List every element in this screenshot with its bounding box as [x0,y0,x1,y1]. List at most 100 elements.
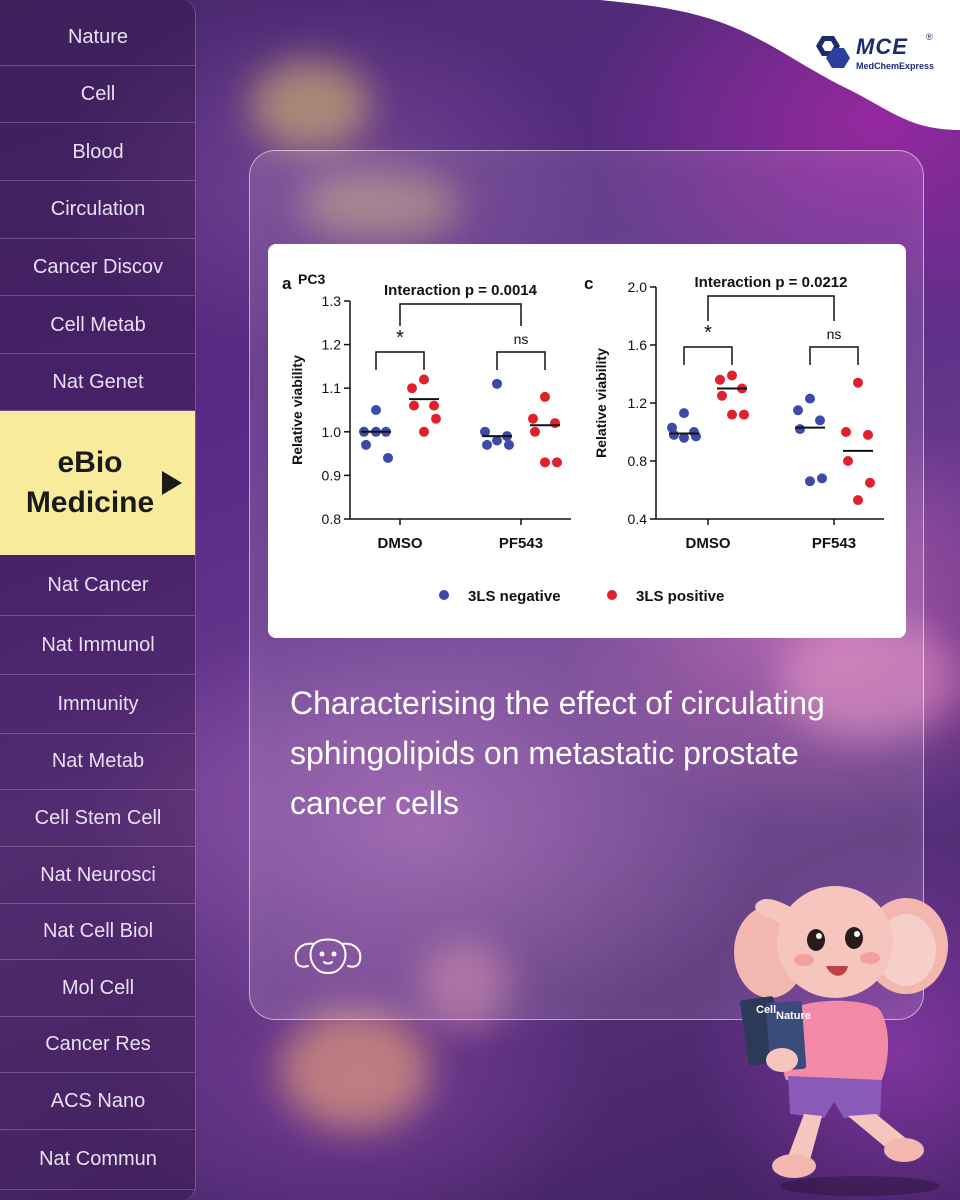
elephant-mascot-illustration [734,886,948,1196]
data-point-positive [843,456,853,466]
data-point-negative [795,424,805,435]
sidebar-item-nat-immunol[interactable]: Nat Immunol [0,617,195,675]
mce-logo: MCE MedChemExpress ® [808,30,938,76]
blurred-glow-pink [420,940,510,1030]
sidebar-item-ebio-medicine[interactable]: eBio Medicine [0,411,195,555]
book-nature-label: Nature [776,1010,811,1022]
significance-bracket [375,351,425,370]
data-point-positive [409,400,419,411]
data-point-positive [407,383,417,394]
triangle-right-icon [162,471,182,495]
sidebar-item-label: Nat Cancer [47,573,149,596]
y-tick-label: 1.3 [322,293,342,309]
data-point-positive [863,429,873,440]
sidebar-item-label: Nat Cell Biol [42,920,154,942]
mce-hexagon-icon [816,36,850,68]
data-point-positive [429,400,439,411]
sidebar-item-circulation[interactable]: Circulation [0,181,195,239]
data-point-positive [530,426,540,437]
data-point-negative [679,408,689,419]
interaction-bracket [399,303,522,326]
sidebar-item-blood[interactable]: Blood [0,124,195,181]
sidebar-item-label: Mol Cell [61,976,135,999]
data-point-negative [480,426,490,437]
data-point-positive [739,409,749,420]
panel-title: PC3 [298,271,325,287]
y-axis-label: Relative viability [289,355,305,465]
sidebar-item-acs-nano[interactable]: ACS Nano [0,1073,195,1130]
sidebar-item-cell-stem-cell[interactable]: Cell Stem Cell [0,790,195,847]
data-point-positive [853,377,863,388]
sidebar-item-label: ACS Nano [50,1089,146,1112]
journal-sidebar: Nature Cell Blood Circulation Cancer Discov C… [0,0,196,1200]
y-tick-label: 0.9 [322,467,342,483]
data-point-negative [383,452,393,463]
data-point-positive [841,427,851,437]
blurred-glow-pink [780,620,960,740]
data-point-negative [482,439,492,450]
significance-bracket [809,346,859,365]
sidebar-item-nat-cancer[interactable]: Nat Cancer [0,555,195,616]
y-tick-label: 2.0 [628,279,648,295]
sidebar-item-cell[interactable]: Cell [0,66,195,123]
book-cell-label: Cell [756,1004,777,1016]
data-point-negative [504,439,514,450]
sidebar-item-cell-metab[interactable]: Cell Metab [0,297,195,354]
sidebar-item-nat-cell-biol[interactable]: Nat Cell Biol [0,904,195,960]
y-tick-label: 0.4 [628,511,648,527]
data-point-positive [419,426,429,437]
registered-mark: ® [926,32,933,42]
interaction-label: Interaction p = 0.0014 [384,282,538,299]
sidebar-item-nat-neurosci[interactable]: Nat Neurosci [0,847,195,904]
sidebar-item-label: Nature [67,26,129,48]
blurred-glow-gold [300,170,460,240]
data-point-negative [805,393,815,404]
sidebar-item-label: Circulation [50,198,146,220]
data-point-positive [419,374,429,385]
top-right-white-wave [600,0,960,130]
x-tick-label: PF543 [499,535,543,552]
elephant-mascot: Cell Nature [730,870,960,1200]
data-point-negative [492,435,502,446]
data-point-positive [550,418,560,429]
data-point-positive [865,477,875,488]
sidebar-item-immunity[interactable]: Immunity [0,675,195,734]
elephant-outline-icon [294,938,362,974]
mce-logo-name: MCE [856,34,908,59]
sidebar-item-nat-genet[interactable]: Nat Genet [0,354,195,411]
data-point-negative [805,476,815,487]
x-tick-label: PF543 [812,535,856,552]
sidebar-item-cancer-res[interactable]: Cancer Res [0,1017,195,1073]
sidebar-item-nat-metab[interactable]: Nat Metab [0,734,195,790]
data-point-negative [669,429,679,440]
legend-label: 3LS positive [636,588,724,605]
data-point-positive [717,390,727,401]
data-point-positive [540,457,550,468]
data-point-negative [815,415,825,426]
y-tick-label: 1.2 [628,395,648,411]
sidebar-item-nat-commun[interactable]: Nat Commun [0,1130,195,1190]
data-point-negative [361,439,371,450]
sidebar-item-cancer-discov[interactable]: Cancer Discov [0,239,195,296]
significance-bracket [496,351,546,370]
y-tick-label: 1.0 [322,424,342,440]
sidebar-item-label: Nat Genet [52,370,144,393]
data-point-positive [853,495,863,506]
y-tick-label: 1.6 [628,337,648,353]
sidebar-item-label: Nat Commun [39,1148,157,1170]
article-headline: Characterising the effect of circulating… [290,685,825,821]
data-point-negative [371,405,381,415]
sidebar-item-nature[interactable]: Nature [0,10,195,66]
panel-letter: a [282,274,292,293]
data-point-positive [552,457,562,468]
data-point-positive [727,370,737,381]
blurred-glow-gold [250,60,370,150]
interaction-label: Interaction p = 0.0212 [695,274,848,291]
y-axis-label: Relative viability [593,348,609,458]
sidebar-item-mol-cell[interactable]: Mol Cell [0,960,195,1017]
sidebar-item-label: Cell [80,82,116,105]
data-point-negative [492,378,502,389]
significance-label: * [396,327,404,349]
sidebar-item-label: eBio Medicine [25,446,155,519]
interaction-bracket [707,295,835,321]
